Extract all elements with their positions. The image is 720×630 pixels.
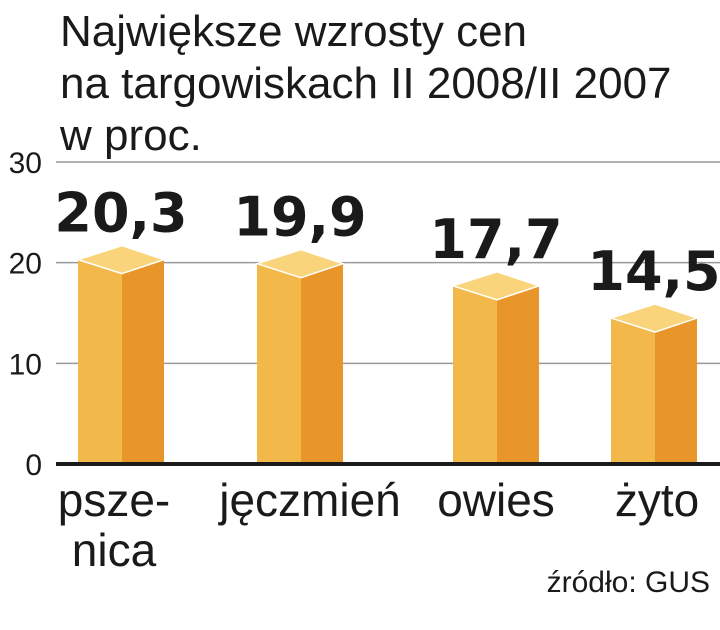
- x-tick-label: nica: [72, 524, 157, 576]
- x-tick-label: jęczmień: [217, 474, 401, 526]
- bar-side: [122, 259, 164, 464]
- bar-front: [453, 285, 497, 464]
- data-label: 20,3: [54, 182, 187, 245]
- source-label: źródło: GUS: [547, 566, 710, 599]
- data-label: 14,5: [587, 240, 720, 303]
- bar-side: [301, 263, 343, 464]
- bar-top: [75, 244, 167, 275]
- plot-area: 0 10 20 30 20,3 19,9 17,7 14,5 psze-nica jęczmień…: [9, 147, 720, 576]
- bar-top: [608, 303, 700, 333]
- chart-title-line-1: Największe wzrosty cen: [60, 7, 527, 56]
- y-tick-label: 20: [9, 248, 42, 281]
- chart-title-line-2: na targowiskach II 2008/II 2007: [60, 59, 672, 108]
- data-label: 19,9: [233, 186, 366, 249]
- y-tick-label: 10: [9, 348, 42, 381]
- x-tick-label: psze-: [58, 474, 170, 526]
- bar-side: [655, 318, 697, 464]
- data-label: 17,7: [429, 208, 562, 271]
- y-tick-label: 0: [25, 449, 42, 482]
- bar-front: [257, 263, 301, 464]
- chart-title-line-3: w proc.: [59, 111, 202, 160]
- y-tick-label: 30: [9, 147, 42, 180]
- bar-front: [78, 259, 122, 464]
- bar-front: [611, 318, 655, 464]
- x-tick-label: żyto: [615, 474, 699, 526]
- bar-top: [450, 271, 542, 301]
- bar-top: [254, 248, 346, 279]
- bar-side: [497, 285, 539, 464]
- x-tick-label: owies: [437, 474, 555, 526]
